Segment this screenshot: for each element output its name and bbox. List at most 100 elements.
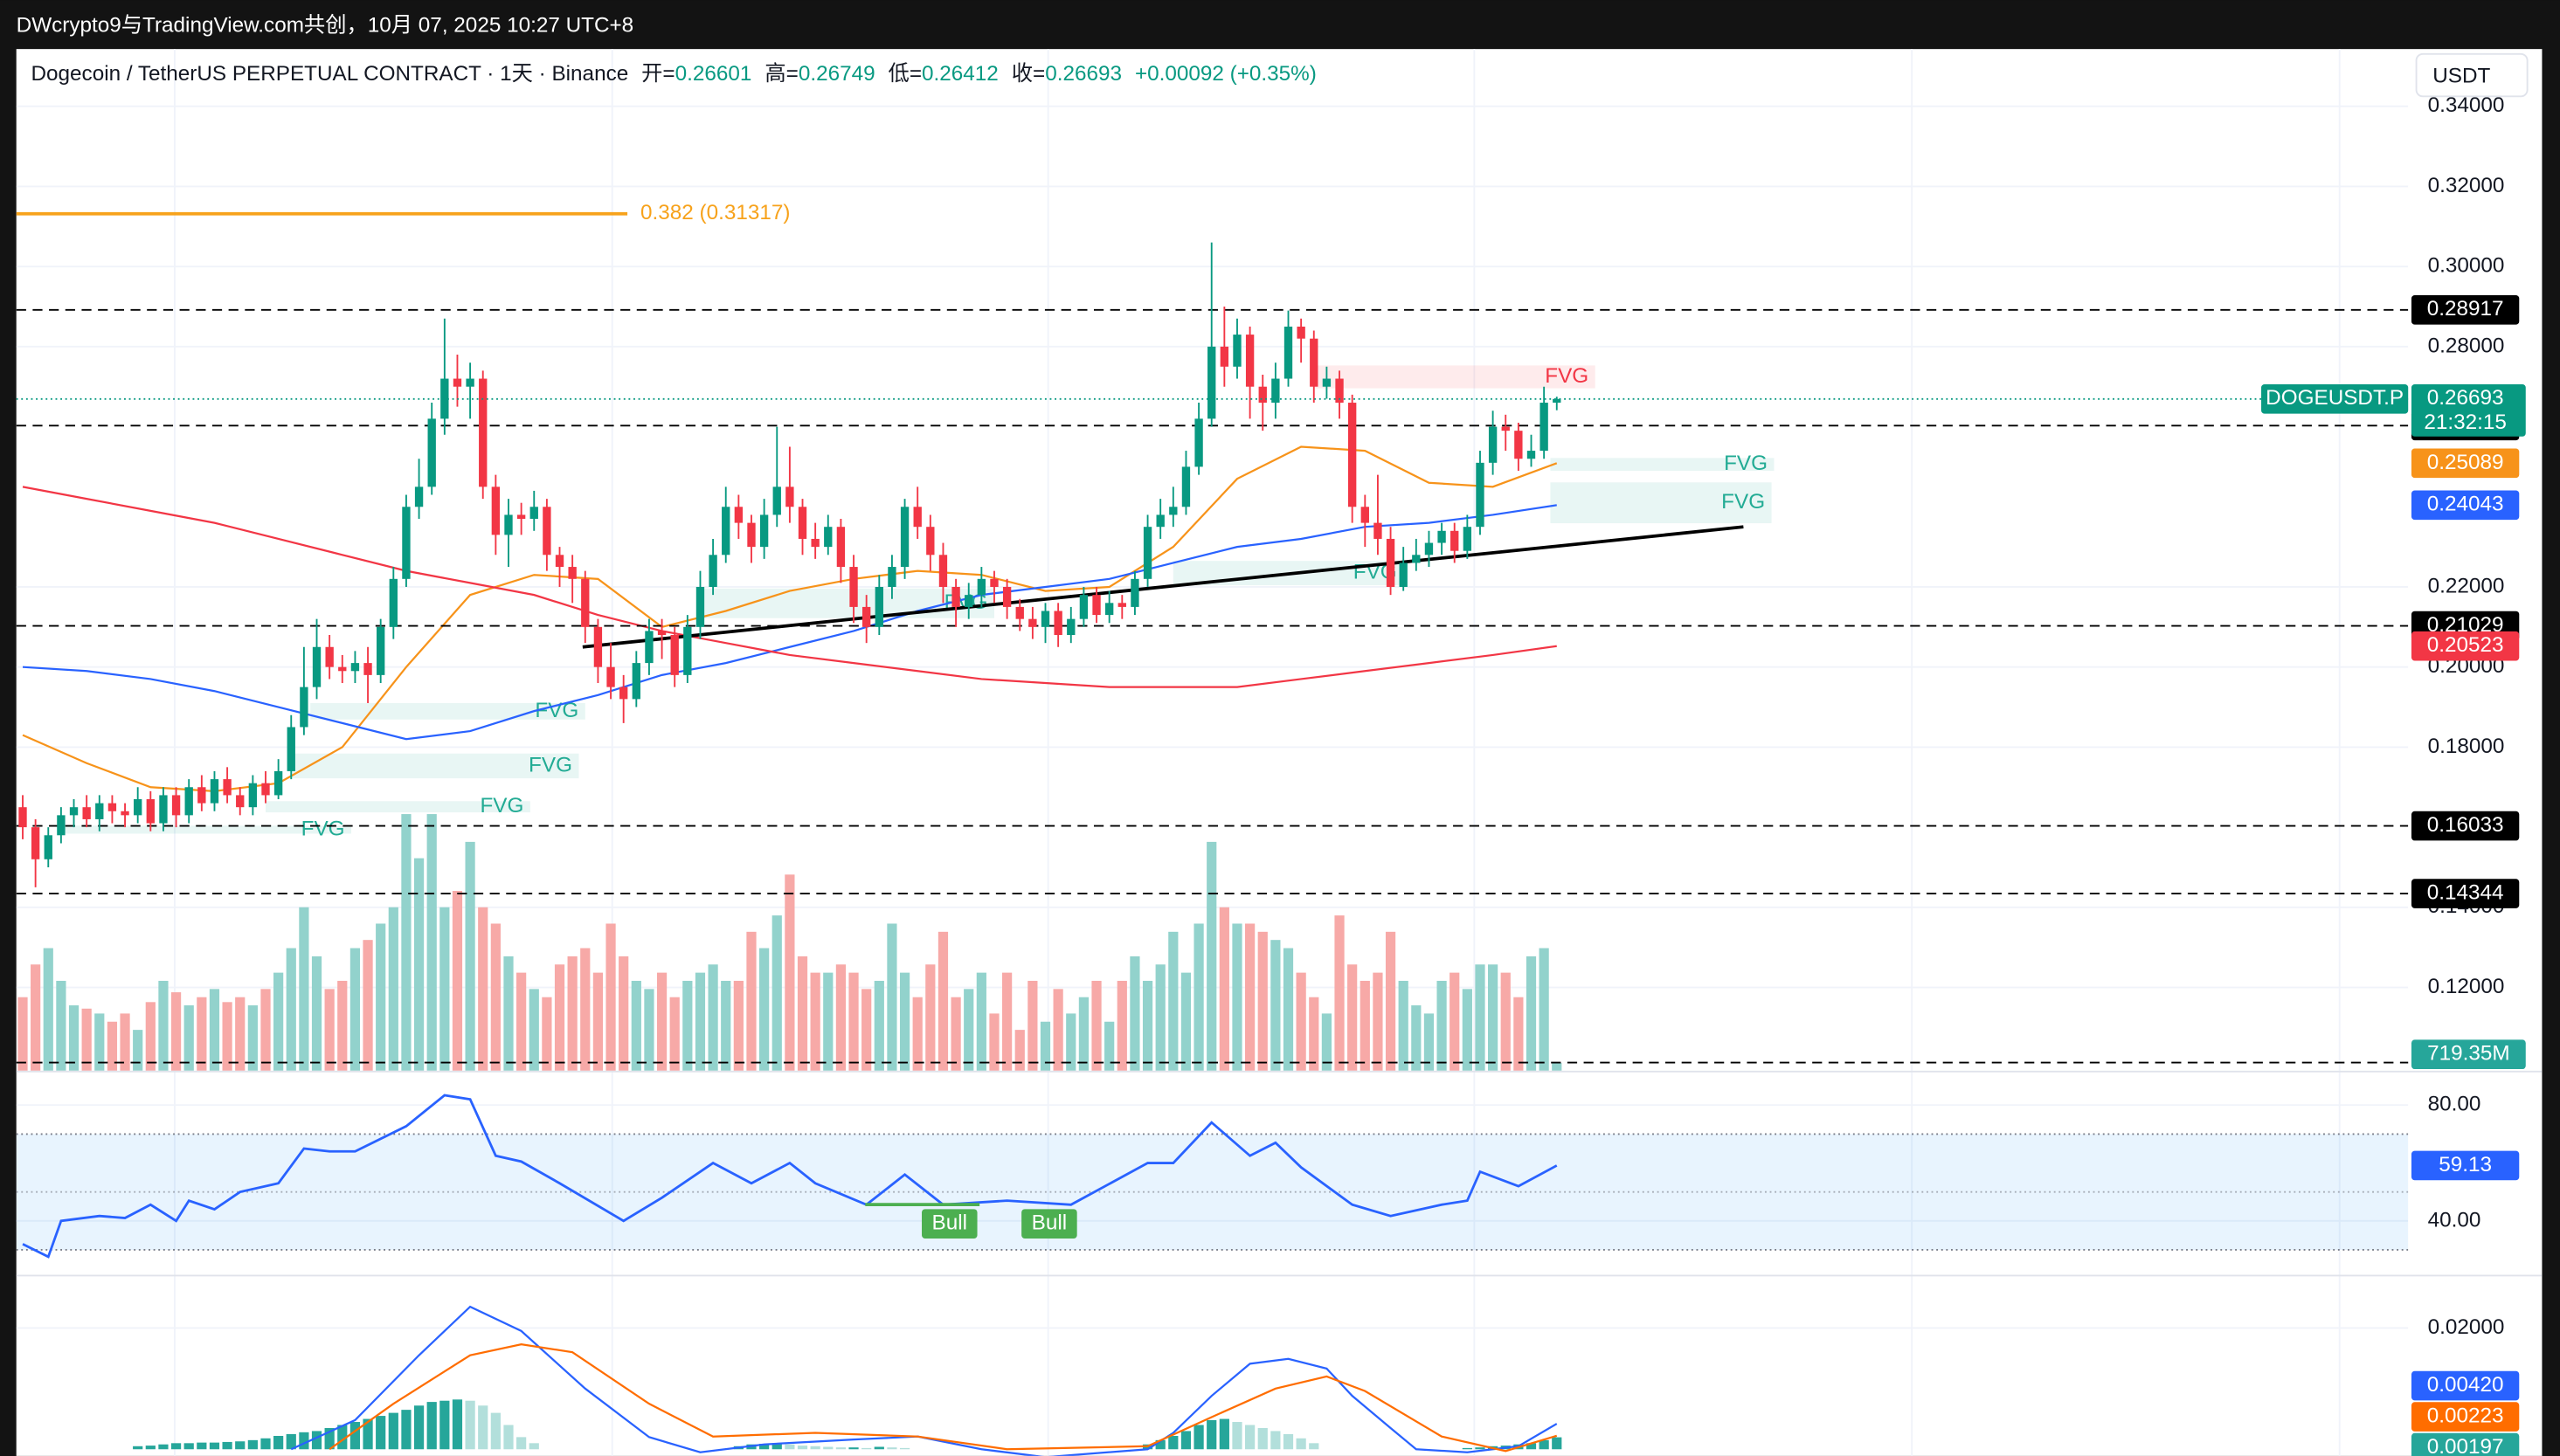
macd-histogram-bar: [861, 1447, 872, 1450]
candle-body: [1104, 603, 1114, 616]
candle-body: [1539, 403, 1548, 452]
volume-bar: [733, 980, 744, 1071]
candle-body: [223, 779, 232, 796]
volume-bar: [1423, 1013, 1435, 1071]
macd-line: [329, 1342, 1558, 1453]
y-tick-label: 0.28000: [2428, 334, 2505, 357]
price-axis: 0.340000.320000.300000.280000.220000.200…: [2261, 93, 2526, 1456]
macd-pane: [16, 1305, 2409, 1456]
volume-bar: [976, 972, 986, 1071]
ma-value-label: 0.24043: [2427, 493, 2504, 516]
candle-body: [849, 567, 858, 607]
volume-bar: [376, 923, 386, 1071]
volume-bar: [465, 841, 475, 1071]
macd-histogram-bar: [170, 1443, 182, 1450]
volume-bar: [721, 980, 731, 1071]
volume-bar: [848, 972, 859, 1071]
currency-label[interactable]: USDT: [2432, 64, 2490, 87]
volume-bar: [413, 858, 425, 1071]
volume-bar: [133, 1030, 143, 1071]
open-label: 开=: [641, 62, 675, 86]
candle-body: [695, 586, 705, 627]
volume-bar: [503, 956, 514, 1071]
candle-body: [1028, 618, 1037, 627]
macd-histogram-bar: [388, 1412, 398, 1450]
candle-body: [683, 626, 692, 675]
low-label: 低=: [889, 62, 922, 86]
volume-bar: [1513, 997, 1524, 1071]
high-value: 0.26749: [799, 62, 875, 86]
candle-body: [951, 586, 960, 607]
candle-body: [1297, 326, 1305, 339]
candle-body: [593, 626, 603, 667]
y-tick-label: 0.02000: [2428, 1315, 2505, 1339]
volume-bar: [1257, 931, 1268, 1071]
candle-body: [1233, 335, 1242, 367]
volume-bar: [120, 1013, 130, 1071]
macd-histogram-bar: [823, 1446, 834, 1450]
volume-bar: [592, 972, 604, 1071]
fvg-zone: [1313, 365, 1595, 389]
low-value: 0.26412: [922, 62, 999, 86]
macd-histogram-bar: [1207, 1419, 1217, 1450]
volume-bar: [209, 989, 220, 1071]
currency-button[interactable]: [2415, 52, 2529, 98]
volume-bar: [619, 956, 629, 1071]
volume-bar: [43, 948, 53, 1071]
candle-body: [1347, 403, 1357, 507]
candle-body: [1131, 578, 1139, 607]
symbol-tag-box: [2261, 383, 2409, 414]
moving-average: [22, 504, 1557, 741]
volume-bar: [1347, 964, 1358, 1071]
candle-body: [377, 626, 385, 675]
volume-bar: [1475, 964, 1485, 1071]
macd-histogram-bar: [797, 1446, 808, 1450]
macd-value-label: 0.00420: [2427, 1373, 2504, 1397]
volume-bar: [1232, 923, 1242, 1071]
volume-bar: [1526, 956, 1537, 1071]
volume-bar: [887, 923, 897, 1071]
volume-bar: [183, 1005, 194, 1071]
volume-bar: [1245, 923, 1256, 1071]
y-tick-label: 0.22000: [2428, 574, 2505, 597]
fvg-label: FVG: [1721, 490, 1765, 514]
volume-bar: [682, 980, 693, 1071]
y-tick-label: 40.00: [2428, 1208, 2481, 1232]
macd-histogram-bar: [324, 1427, 335, 1450]
volume-bar: [401, 814, 412, 1071]
macd-histogram-bar: [349, 1422, 361, 1450]
last-price-box: [2411, 383, 2526, 437]
candle-body: [722, 507, 730, 555]
candle-body: [414, 486, 424, 507]
volume-bar: [1053, 989, 1063, 1071]
volume-bar: [94, 1013, 105, 1071]
macd-histogram-bar: [1552, 1437, 1562, 1450]
bull-signal-label: Bull: [932, 1211, 968, 1235]
volume-bar: [31, 964, 41, 1071]
rsi-pane: Bull Bull: [16, 1094, 2409, 1259]
candle-body: [1156, 514, 1165, 528]
candle-body: [811, 538, 820, 548]
candle-body: [1245, 335, 1255, 387]
candle-body: [146, 799, 155, 824]
price-pane: FVGFVGFVGFVGFVGFVGFVGFVGFVG0.382 (0.3131…: [16, 105, 2409, 1071]
candle-body: [1514, 431, 1523, 459]
candle-body: [977, 578, 986, 596]
volume-bar: [1488, 964, 1498, 1071]
level-label-box: [2411, 879, 2520, 908]
macd-histogram-bar: [1526, 1443, 1537, 1450]
volume-bar: [695, 972, 706, 1071]
macd-histogram-bar: [1155, 1439, 1166, 1450]
rsi-value-label: 59.13: [2439, 1153, 2492, 1177]
volume-bar: [1462, 989, 1472, 1071]
volume-bar: [222, 1002, 232, 1071]
candle-body: [134, 799, 142, 816]
high-label: 高=: [765, 62, 798, 86]
volume-bar: [68, 1005, 80, 1071]
candle-body: [1463, 527, 1472, 551]
fvg-label: FVG: [1724, 452, 1768, 475]
volume-bar: [1270, 940, 1281, 1071]
candle-body: [1054, 611, 1062, 636]
change-value: +0.00092 (+0.35%): [1135, 62, 1317, 86]
candle-body: [1526, 451, 1536, 459]
